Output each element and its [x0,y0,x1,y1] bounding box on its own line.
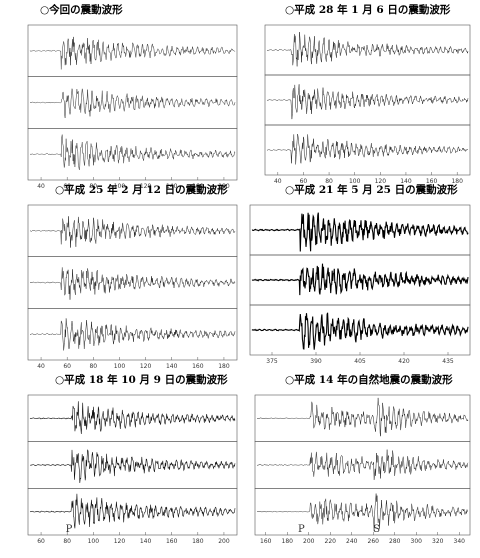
x-tick-label: 140 [166,183,178,190]
panel-title: ○平成 14 年の自然地震の震動波形 [285,373,453,386]
trace-frame [27,128,238,181]
waveform [251,212,469,252]
x-tick-label: 435 [442,358,454,365]
panel-title: ○平成 25 年 2 月 12 日の震動波形 [55,183,228,196]
x-tick-label: 160 [426,178,438,185]
x-tick-label: 80 [325,178,333,185]
panel-title: ○今回の震動波形 [40,3,123,16]
x-tick-label: 140 [140,538,152,545]
panel-title: ○平成 28 年 1 月 6 日の震動波形 [285,3,451,16]
x-tick-label: 375 [266,358,278,365]
x-tick-label: 180 [282,538,294,545]
waveform [29,134,236,171]
x-tick-label: 200 [303,538,315,545]
x-tick-label: 80 [89,363,97,370]
phase-marker: P [66,524,73,535]
trace-frame [27,76,238,129]
trace-frame [27,488,238,536]
x-tick-label: 120 [140,363,152,370]
trace-frame [254,488,471,536]
x-tick-label: 160 [192,363,204,370]
x-tick-label: 120 [114,538,126,545]
x-tick-label: 320 [432,538,444,545]
panel [264,24,471,176]
x-tick-label: 160 [192,183,204,190]
trace-frame [254,441,471,489]
x-tick-label: 40 [37,363,45,370]
x-tick-label: 200 [218,538,230,545]
trace-frame [264,74,471,126]
x-tick-label: 40 [37,183,45,190]
x-tick-label: 80 [63,538,71,545]
x-tick-label: 260 [368,538,380,545]
x-tick-label: 120 [375,178,387,185]
x-tick-label: 160 [260,538,272,545]
waveform [266,32,469,67]
x-tick-label: 280 [389,538,401,545]
x-tick-label: 180 [451,178,463,185]
phase-marker: S [373,524,380,535]
x-tick-label: 180 [218,183,230,190]
waveform [29,36,236,70]
panel [27,394,238,536]
waveform [29,401,236,435]
x-tick-label: 100 [114,363,126,370]
x-tick-label: 300 [411,538,423,545]
x-tick-label: 100 [114,183,126,190]
x-tick-label: 120 [140,183,152,190]
x-tick-label: 60 [37,538,45,545]
waveform [29,318,236,351]
x-tick-label: 60 [63,363,71,370]
x-tick-label: 60 [63,183,71,190]
panel [27,24,238,181]
x-tick-label: 140 [166,363,178,370]
waveform [256,397,469,437]
waveform [251,312,469,350]
x-tick-label: 40 [274,178,282,185]
x-tick-label: 80 [89,183,97,190]
x-tick-label: 390 [310,358,322,365]
x-tick-label: 220 [325,538,337,545]
phase-marker: P [298,524,305,535]
waveform [29,267,236,300]
waveform [29,493,236,529]
trace-frame [264,124,471,176]
x-tick-label: 420 [398,358,410,365]
waveform [256,449,469,480]
panel [249,204,471,356]
waveform [251,263,469,296]
waveform [29,449,236,484]
x-tick-label: 100 [349,178,361,185]
x-tick-label: 405 [354,358,366,365]
waveform [266,133,469,165]
waveform [29,216,236,248]
panel [27,204,238,361]
panel-title: ○平成 18 年 10 月 9 日の震動波形 [55,373,228,386]
x-tick-label: 240 [346,538,358,545]
x-tick-label: 340 [454,538,466,545]
trace-frame [27,308,238,361]
x-tick-label: 60 [300,178,308,185]
x-tick-label: 180 [192,538,204,545]
x-tick-label: 140 [400,178,412,185]
panel [254,394,471,536]
waveform [256,493,469,532]
x-tick-label: 160 [166,538,178,545]
x-tick-label: 180 [218,363,230,370]
x-tick-label: 100 [88,538,100,545]
panel-title: ○平成 21 年 5 月 25 日の震動波形 [285,183,458,196]
waveform [266,84,469,120]
waveform [29,88,236,119]
